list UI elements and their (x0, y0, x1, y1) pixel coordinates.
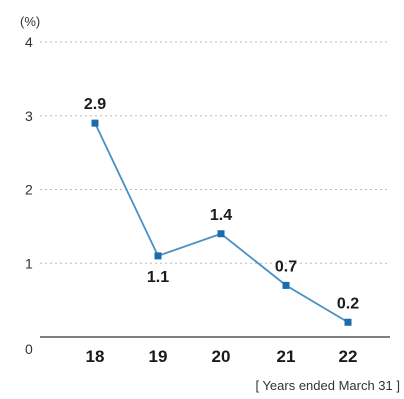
data-point-22 (344, 318, 352, 326)
x-tick-label-20: 20 (212, 347, 231, 366)
y-axis-ticks: 0 1 2 3 4 (25, 34, 33, 357)
y-tick-label-0: 0 (25, 341, 33, 357)
data-point-21 (282, 281, 290, 289)
x-axis-label: [ Years ended March 31 ] (255, 378, 400, 393)
y-tick-label-3: 3 (25, 108, 33, 124)
data-markers (91, 119, 352, 326)
data-label-20: 1.4 (210, 207, 232, 224)
x-tick-label-22: 22 (339, 347, 358, 366)
x-tick-label-21: 21 (277, 347, 296, 366)
x-tick-label-18: 18 (86, 347, 105, 366)
y-tick-label-2: 2 (25, 182, 33, 198)
data-labels: 2.9 1.1 1.4 0.7 0.2 (84, 96, 359, 312)
data-point-18 (91, 119, 99, 127)
data-label-18: 2.9 (84, 96, 106, 113)
x-axis-ticks: 18 19 20 21 22 (86, 347, 358, 366)
y-tick-label-1: 1 (25, 255, 33, 271)
data-label-21: 0.7 (275, 258, 297, 275)
data-point-20 (217, 230, 225, 238)
data-point-19 (154, 252, 162, 260)
y-axis-unit-label: (%) (20, 14, 40, 29)
x-tick-label-19: 19 (149, 347, 168, 366)
data-label-22: 0.2 (337, 295, 359, 312)
gridlines (40, 41, 390, 264)
y-tick-label-4: 4 (25, 34, 33, 50)
data-label-19: 1.1 (147, 269, 169, 286)
